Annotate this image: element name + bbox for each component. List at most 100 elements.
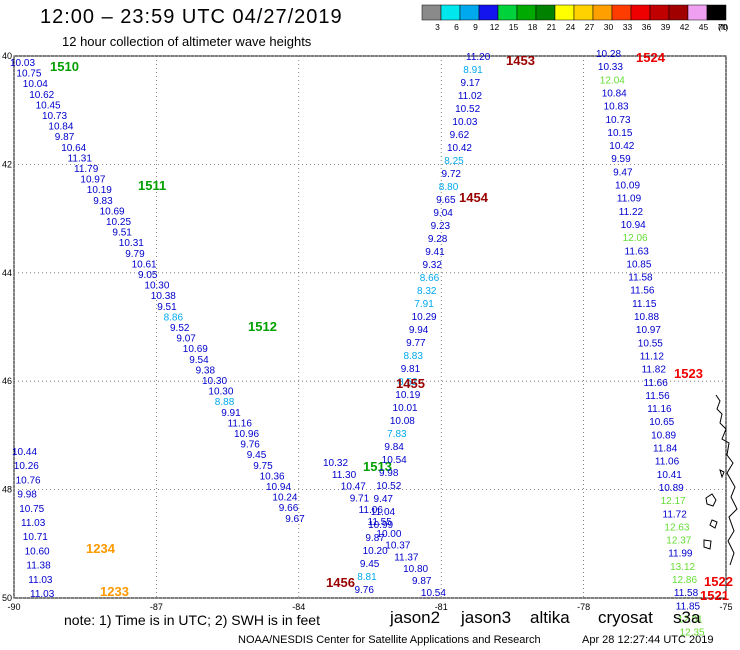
wave-height-value: 12.04 xyxy=(600,75,625,86)
wave-height-value: 10.83 xyxy=(604,102,629,113)
wave-height-value: 9.81 xyxy=(401,364,421,375)
wave-height-value: 10.38 xyxy=(151,291,176,302)
legend-unit: (ft) xyxy=(718,22,729,32)
wave-height-value: 11.20 xyxy=(466,52,491,63)
legend-swatch xyxy=(478,4,499,21)
wave-height-value: 9.62 xyxy=(450,130,470,141)
wave-height-value: 10.94 xyxy=(266,482,291,493)
lon-tick-label: -90 xyxy=(7,602,20,612)
wave-height-value: 10.62 xyxy=(29,90,54,101)
lon-tick-label: -81 xyxy=(435,602,448,612)
wave-height-value: 11.84 xyxy=(653,444,678,455)
wave-height-value: 11.16 xyxy=(647,404,672,415)
timestamp-text: Apr 28 12:27:44 UTC 2019 xyxy=(582,634,714,646)
wave-height-value: 10.19 xyxy=(395,390,420,401)
wave-height-value: 11.03 xyxy=(30,589,55,600)
wave-height-value: 10.19 xyxy=(87,185,112,196)
pass-label: 1455 xyxy=(396,376,425,391)
wave-height-value: 9.79 xyxy=(125,249,145,260)
wave-height-value: 10.00 xyxy=(376,529,401,540)
wave-height-value: 9.83 xyxy=(93,196,113,207)
wave-height-value: 11.30 xyxy=(332,470,357,481)
legend-tick-label: 27 xyxy=(585,22,595,32)
wave-height-value: 8.80 xyxy=(439,182,459,193)
wave-height-value: 10.25 xyxy=(106,217,131,228)
legend-tick-label: 21 xyxy=(547,22,557,32)
wave-height-value: 11.56 xyxy=(645,391,670,402)
legend-swatch xyxy=(440,4,461,21)
legend-tick-label: 30 xyxy=(604,22,614,32)
legend-tick-label: 39 xyxy=(661,22,671,32)
wave-height-value: 10.73 xyxy=(42,111,67,122)
wave-height-value: 10.47 xyxy=(341,482,366,493)
wave-height-value: 11.37 xyxy=(394,552,419,563)
wave-height-value: 10.61 xyxy=(132,259,157,270)
wave-height-value: 9.84 xyxy=(384,442,404,453)
legend-tick-label: 42 xyxy=(680,22,690,32)
wave-height-value: 9.28 xyxy=(428,234,448,245)
legend-swatch xyxy=(592,4,613,21)
wave-height-value: 11.06 xyxy=(359,505,384,516)
wave-height-value: 10.71 xyxy=(23,532,48,543)
wave-height-value: 11.12 xyxy=(640,351,665,362)
legend-tick-label: 3 xyxy=(435,22,440,32)
wave-height-value: 7.83 xyxy=(387,429,407,440)
wave-height-value: 8.86 xyxy=(164,312,184,323)
wave-height-value: 12.06 xyxy=(623,233,648,244)
wave-height-value: 11.56 xyxy=(630,286,655,297)
map-subtitle: 12 hour collection of altimeter wave hei… xyxy=(62,34,312,49)
wave-height-value: 10.32 xyxy=(323,458,348,469)
legend-swatch xyxy=(611,4,632,21)
wave-height-value: 10.84 xyxy=(602,88,627,99)
map-grid: -90 -87 -84 -81 -78 -75 40 42 44 46 48 50 xyxy=(2,51,733,612)
legend-swatch xyxy=(459,4,480,21)
color-legend: 3 6 9 12 15 18 21 24 27 30 33 36 39 42 45 70(ft) xyxy=(421,4,729,32)
wave-height-value: 11.31 xyxy=(68,153,93,164)
legend-swatch xyxy=(535,4,556,21)
legend-tick-label: 18 xyxy=(528,22,538,32)
wave-height-value: 10.37 xyxy=(385,541,410,552)
wave-height-value: 10.15 xyxy=(607,128,632,139)
wave-height-value: 10.30 xyxy=(144,281,169,292)
wave-height-value: 10.65 xyxy=(649,417,674,428)
wave-height-value: 9.38 xyxy=(196,365,216,376)
wave-height-value: 12.01 xyxy=(678,614,703,625)
wave-height-value: 9.51 xyxy=(157,302,177,313)
wave-height-value: 10.03 xyxy=(10,58,35,69)
legend-tick-label: 36 xyxy=(642,22,652,32)
wave-height-value: 9.05 xyxy=(138,270,158,281)
legend-swatch xyxy=(687,4,708,21)
wave-height-value: 10.01 xyxy=(393,403,418,414)
wave-height-value: 12.37 xyxy=(666,536,691,547)
wave-height-value: 7.91 xyxy=(414,299,434,310)
wave-height-value: 8.81 xyxy=(357,572,377,583)
wave-height-value: 9.47 xyxy=(374,494,394,505)
wave-height-value: 10.84 xyxy=(48,122,73,133)
wave-height-value: 9.04 xyxy=(433,208,453,219)
wave-height-value: 9.87 xyxy=(55,132,75,143)
wave-height-value: 9.52 xyxy=(170,323,190,334)
wave-height-value: 11.66 xyxy=(644,378,669,389)
wave-height-value: 9.77 xyxy=(406,338,426,349)
wave-height-value: 9.87 xyxy=(365,533,385,544)
coastline xyxy=(703,394,738,566)
altimeter-tracks: 10.0310.7510.0410.6210.4510.7310.849.871… xyxy=(10,49,705,639)
wave-height-value: 11.15 xyxy=(632,299,657,310)
lon-tick-label: -78 xyxy=(577,602,590,612)
wave-height-value: 10.41 xyxy=(657,470,682,481)
wave-height-value: 10.42 xyxy=(609,141,634,152)
wave-height-value: 9.76 xyxy=(354,585,374,596)
wave-height-value: 10.64 xyxy=(61,143,86,154)
wave-height-value: 10.04 xyxy=(23,79,48,90)
wave-height-value: 10.88 xyxy=(634,312,659,323)
pass-label: 1521 xyxy=(700,588,729,603)
wave-height-value: 8.91 xyxy=(463,65,483,76)
lon-tick-label: -75 xyxy=(719,602,732,612)
wave-height-value: 11.63 xyxy=(625,246,650,257)
wave-height-value: 10.20 xyxy=(363,546,388,557)
pass-label: 1524 xyxy=(636,50,666,65)
wave-height-value: 11.82 xyxy=(642,365,667,376)
wave-height-value: 10.52 xyxy=(376,481,401,492)
